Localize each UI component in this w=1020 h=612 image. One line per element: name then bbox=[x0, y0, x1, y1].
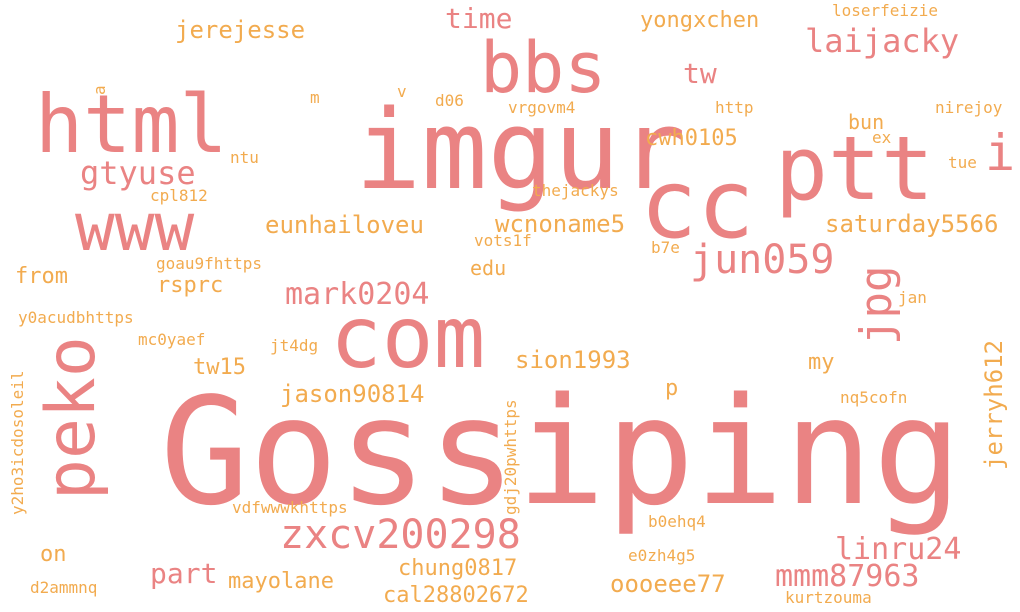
word-mmm87963: mmm87963 bbox=[775, 559, 920, 594]
word-html: html bbox=[35, 78, 228, 171]
word-e0zh4g5: e0zh4g5 bbox=[628, 546, 696, 565]
word-yongxchen: yongxchen bbox=[640, 8, 760, 33]
word-laijacky: laijacky bbox=[805, 22, 960, 60]
word-tw: tw bbox=[683, 57, 717, 90]
word-vdfwwwkhttps: vdfwwwkhttps bbox=[232, 498, 348, 517]
word-ptt: ptt bbox=[775, 117, 934, 220]
word-bun: bun bbox=[848, 110, 885, 134]
word-gossiping: Gossiping bbox=[160, 366, 962, 538]
word-bbs: bbs bbox=[480, 27, 607, 109]
word-vrgovm4: vrgovm4 bbox=[508, 98, 576, 117]
word-jerryh612: jerryh612 bbox=[980, 339, 1008, 470]
word-oooeee77: oooeee77 bbox=[610, 570, 726, 598]
word-part: part bbox=[150, 557, 218, 590]
word-nirejoy: nirejoy bbox=[935, 98, 1003, 117]
word-mark0204: mark0204 bbox=[285, 277, 430, 312]
word-jerejesse: jerejesse bbox=[175, 16, 306, 44]
word-jt4dg: jt4dg bbox=[270, 336, 319, 355]
word-cc: cc bbox=[640, 150, 755, 260]
word-thejackys: thejackys bbox=[532, 181, 619, 200]
word-tw15: tw15 bbox=[193, 355, 246, 380]
word-m: m bbox=[310, 88, 320, 107]
word-b7e: b7e bbox=[651, 238, 680, 257]
word-jan: jan bbox=[898, 288, 927, 307]
word-saturday5566: saturday5566 bbox=[825, 210, 999, 238]
word-time: time bbox=[445, 2, 513, 35]
word-v: v bbox=[397, 82, 407, 101]
word-i: i bbox=[985, 124, 1016, 182]
word-gtyuse: gtyuse bbox=[80, 154, 196, 192]
word-cpl812: cpl812 bbox=[150, 186, 208, 205]
word-y0acudbhttps: y0acudbhttps bbox=[18, 308, 134, 327]
word-d2ammnq: d2ammnq bbox=[30, 578, 98, 597]
word-gdj20pwhttps: gdj20pwhttps bbox=[501, 399, 520, 515]
word-zxcv200298: zxcv200298 bbox=[280, 512, 521, 558]
word-p: p bbox=[665, 376, 679, 401]
word-goau9fhttps: goau9fhttps bbox=[156, 254, 262, 273]
word-jason90814: jason90814 bbox=[280, 380, 425, 408]
word-rsprc: rsprc bbox=[157, 273, 224, 298]
word-on: on bbox=[40, 542, 67, 567]
word-my: my bbox=[808, 350, 835, 375]
word-cal28802672: cal28802672 bbox=[383, 583, 529, 608]
word-y2ho3icdosoleil: y2ho3icdosoleil bbox=[8, 370, 27, 516]
word-jun059: jun059 bbox=[690, 237, 835, 283]
word-ex: ex bbox=[872, 128, 892, 147]
word-vots1f: vots1f bbox=[474, 231, 532, 250]
word-a: a bbox=[90, 85, 109, 95]
word-www: www bbox=[75, 189, 195, 266]
word-kurtzouma: kurtzouma bbox=[785, 588, 872, 607]
word-mayolane: mayolane bbox=[228, 569, 334, 594]
word-from: from bbox=[15, 264, 68, 289]
word-ntu: ntu bbox=[230, 148, 259, 167]
word-cwh0105: cwh0105 bbox=[645, 126, 738, 151]
word-http: http bbox=[715, 98, 754, 117]
word-com: com bbox=[330, 288, 486, 388]
word-nq5cofn: nq5cofn bbox=[840, 388, 908, 407]
word-mc0yaef: mc0yaef bbox=[138, 330, 206, 349]
word-tue: tue bbox=[948, 153, 977, 172]
word-d06: d06 bbox=[435, 91, 464, 110]
word-b0ehq4: b0ehq4 bbox=[648, 512, 706, 531]
word-sion1993: sion1993 bbox=[515, 346, 631, 374]
word-eunhailoveu: eunhailoveu bbox=[265, 211, 424, 239]
word-jpg: jpg bbox=[851, 265, 902, 345]
word-imgur: imgur bbox=[355, 86, 687, 214]
word-edu: edu bbox=[470, 256, 507, 280]
word-chung0817: chung0817 bbox=[398, 556, 518, 581]
word-loserfeizie: loserfeizie bbox=[832, 1, 938, 20]
word-peko: peko bbox=[32, 336, 111, 500]
word-wcnoname5: wcnoname5 bbox=[495, 210, 626, 238]
word-linru24: linru24 bbox=[835, 532, 962, 567]
